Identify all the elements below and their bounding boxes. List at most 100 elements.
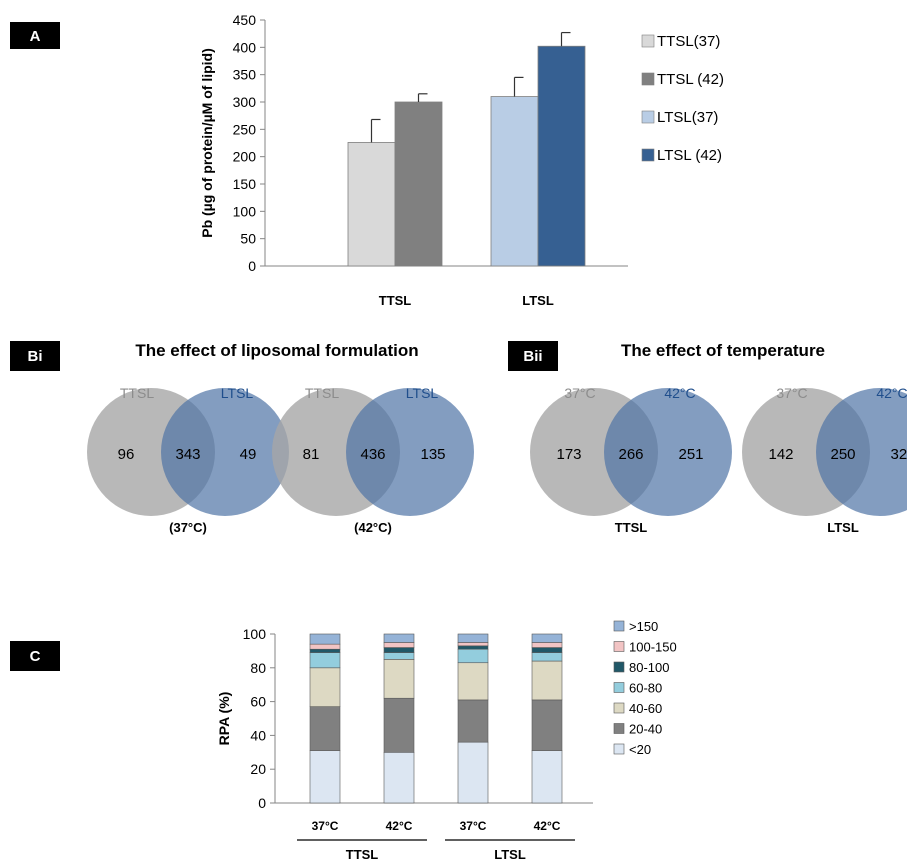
legend-swatch	[613, 723, 625, 734]
venn-circle-right	[604, 388, 732, 516]
y-tick-label: 400	[233, 39, 257, 55]
y-tick-label: 40	[250, 727, 266, 743]
y-tick-label: 0	[258, 795, 266, 811]
legend-label: 20-40	[629, 722, 662, 737]
svg-text:Bii: Bii	[523, 348, 542, 365]
legend-swatch	[613, 702, 625, 714]
legend-label: 80-100	[629, 660, 669, 675]
svg-text:Bi: Bi	[28, 348, 43, 365]
bar-segment	[309, 633, 341, 645]
bar-segment	[457, 662, 489, 701]
bar-segment	[531, 699, 563, 751]
y-tick-label: 0	[248, 258, 256, 274]
y-tick-label: 200	[233, 149, 257, 165]
bar-segment	[531, 647, 563, 653]
bar	[394, 101, 443, 267]
chart-a: 0 50 100 150 200 250 300 350 400 450 Pb (µg of pro…	[199, 12, 724, 308]
x-tick-label: 37°C	[460, 819, 487, 833]
y-axis-label: Pb (µg of protein/µM of lipid)	[199, 48, 215, 238]
bar-segment	[383, 642, 415, 648]
y-tick-label: 20	[250, 761, 266, 777]
legend-swatch	[641, 148, 655, 162]
legend-swatch	[613, 743, 625, 755]
legend-swatch	[641, 72, 655, 86]
venn-caption: LTSL	[827, 520, 859, 535]
venn-count-right-only: 49	[240, 446, 257, 463]
venn-panel-bii: The effect of temperature 37°C 42°C 173 266 2…	[530, 341, 907, 535]
group-label: TTSL	[346, 847, 379, 862]
venn-set-label-left: 37°C	[564, 385, 595, 401]
legend-label: >150	[629, 619, 658, 634]
y-tick-label: 450	[233, 12, 257, 28]
bar-segment	[383, 659, 415, 699]
venn-count-left-only: 142	[768, 446, 793, 463]
panel-label-a: A	[10, 22, 60, 49]
venn-panel-bi: The effect of liposomal formulation TTSL L…	[87, 341, 474, 535]
x-tick-label: 37°C	[312, 819, 339, 833]
bar-segment	[383, 652, 415, 660]
venn-set-label-right: LTSL	[406, 385, 439, 401]
bar-segment	[383, 647, 415, 653]
venn-set-label-right: 42°C	[876, 385, 907, 401]
legend-label: <20	[629, 742, 651, 757]
legend-label: 60-80	[629, 681, 662, 696]
y-tick-label: 100	[233, 203, 257, 219]
y-axis-label: RPA (%)	[216, 692, 232, 746]
y-tick-label: 50	[240, 231, 256, 247]
svg-text:C: C	[30, 648, 41, 665]
bar-segment	[531, 660, 563, 701]
y-tick-label: 300	[233, 94, 257, 110]
venn-count-left-only: 81	[303, 446, 320, 463]
bar-segment	[457, 633, 489, 643]
bar-segment	[383, 633, 415, 643]
y-tick-label: 350	[233, 67, 257, 83]
venn-count-left-only: 173	[556, 446, 581, 463]
group-label: LTSL	[494, 847, 526, 862]
chart-c: 0 20 40 60 80 100 RPA (%) 37°C 42°C 37°C 42°C TTSL L…	[216, 619, 677, 862]
y-tick-label: 150	[233, 176, 257, 192]
x-tick-label: TTSL	[379, 293, 412, 308]
venn-count-right-only: 251	[678, 446, 703, 463]
venn-caption: (42°C)	[354, 520, 392, 535]
venn-count-overlap: 343	[175, 446, 200, 463]
svg-text:A: A	[30, 28, 41, 45]
bar-segment	[531, 652, 563, 662]
bar-segment	[309, 643, 341, 650]
venn-set-label-left: TTSL	[120, 385, 154, 401]
venn-set-label-right: LTSL	[221, 385, 254, 401]
legend-swatch	[641, 34, 655, 48]
venn-circle-right	[816, 388, 907, 516]
legend-label: TTSL (42)	[657, 71, 724, 88]
bar-segment	[531, 750, 563, 804]
legend-swatch	[613, 661, 625, 673]
venn-count-overlap: 250	[830, 446, 855, 463]
y-tick-label: 250	[233, 121, 257, 137]
venn-set-label-left: TTSL	[305, 385, 339, 401]
bar-segment	[457, 642, 489, 647]
panel-label-bi: Bi	[10, 341, 60, 371]
y-tick-label: 80	[250, 660, 266, 676]
venn-count-overlap: 266	[618, 446, 643, 463]
venn-title: The effect of temperature	[621, 341, 825, 360]
bar-segment	[309, 750, 341, 804]
bar	[537, 45, 586, 267]
bar-segment	[531, 642, 563, 648]
bar-segment	[383, 697, 415, 753]
venn-count-right-only: 321	[890, 446, 907, 463]
legend-swatch	[613, 682, 625, 693]
venn-count-left-only: 96	[118, 446, 135, 463]
venn-count-right-only: 135	[420, 446, 445, 463]
bar	[490, 96, 539, 267]
venn-count-overlap: 436	[360, 446, 385, 463]
legend-swatch	[613, 641, 625, 652]
y-tick-label: 100	[243, 626, 267, 642]
legend-label: 100-150	[629, 640, 677, 655]
venn-set-label-left: 37°C	[776, 385, 807, 401]
legend-swatch	[641, 110, 655, 124]
venn-title: The effect of liposomal formulation	[135, 341, 418, 360]
bar-segment	[457, 741, 489, 804]
bar	[347, 142, 396, 267]
legend-label: LTSL (42)	[657, 147, 722, 164]
bar-segment	[383, 751, 415, 804]
x-tick-label: 42°C	[534, 819, 561, 833]
